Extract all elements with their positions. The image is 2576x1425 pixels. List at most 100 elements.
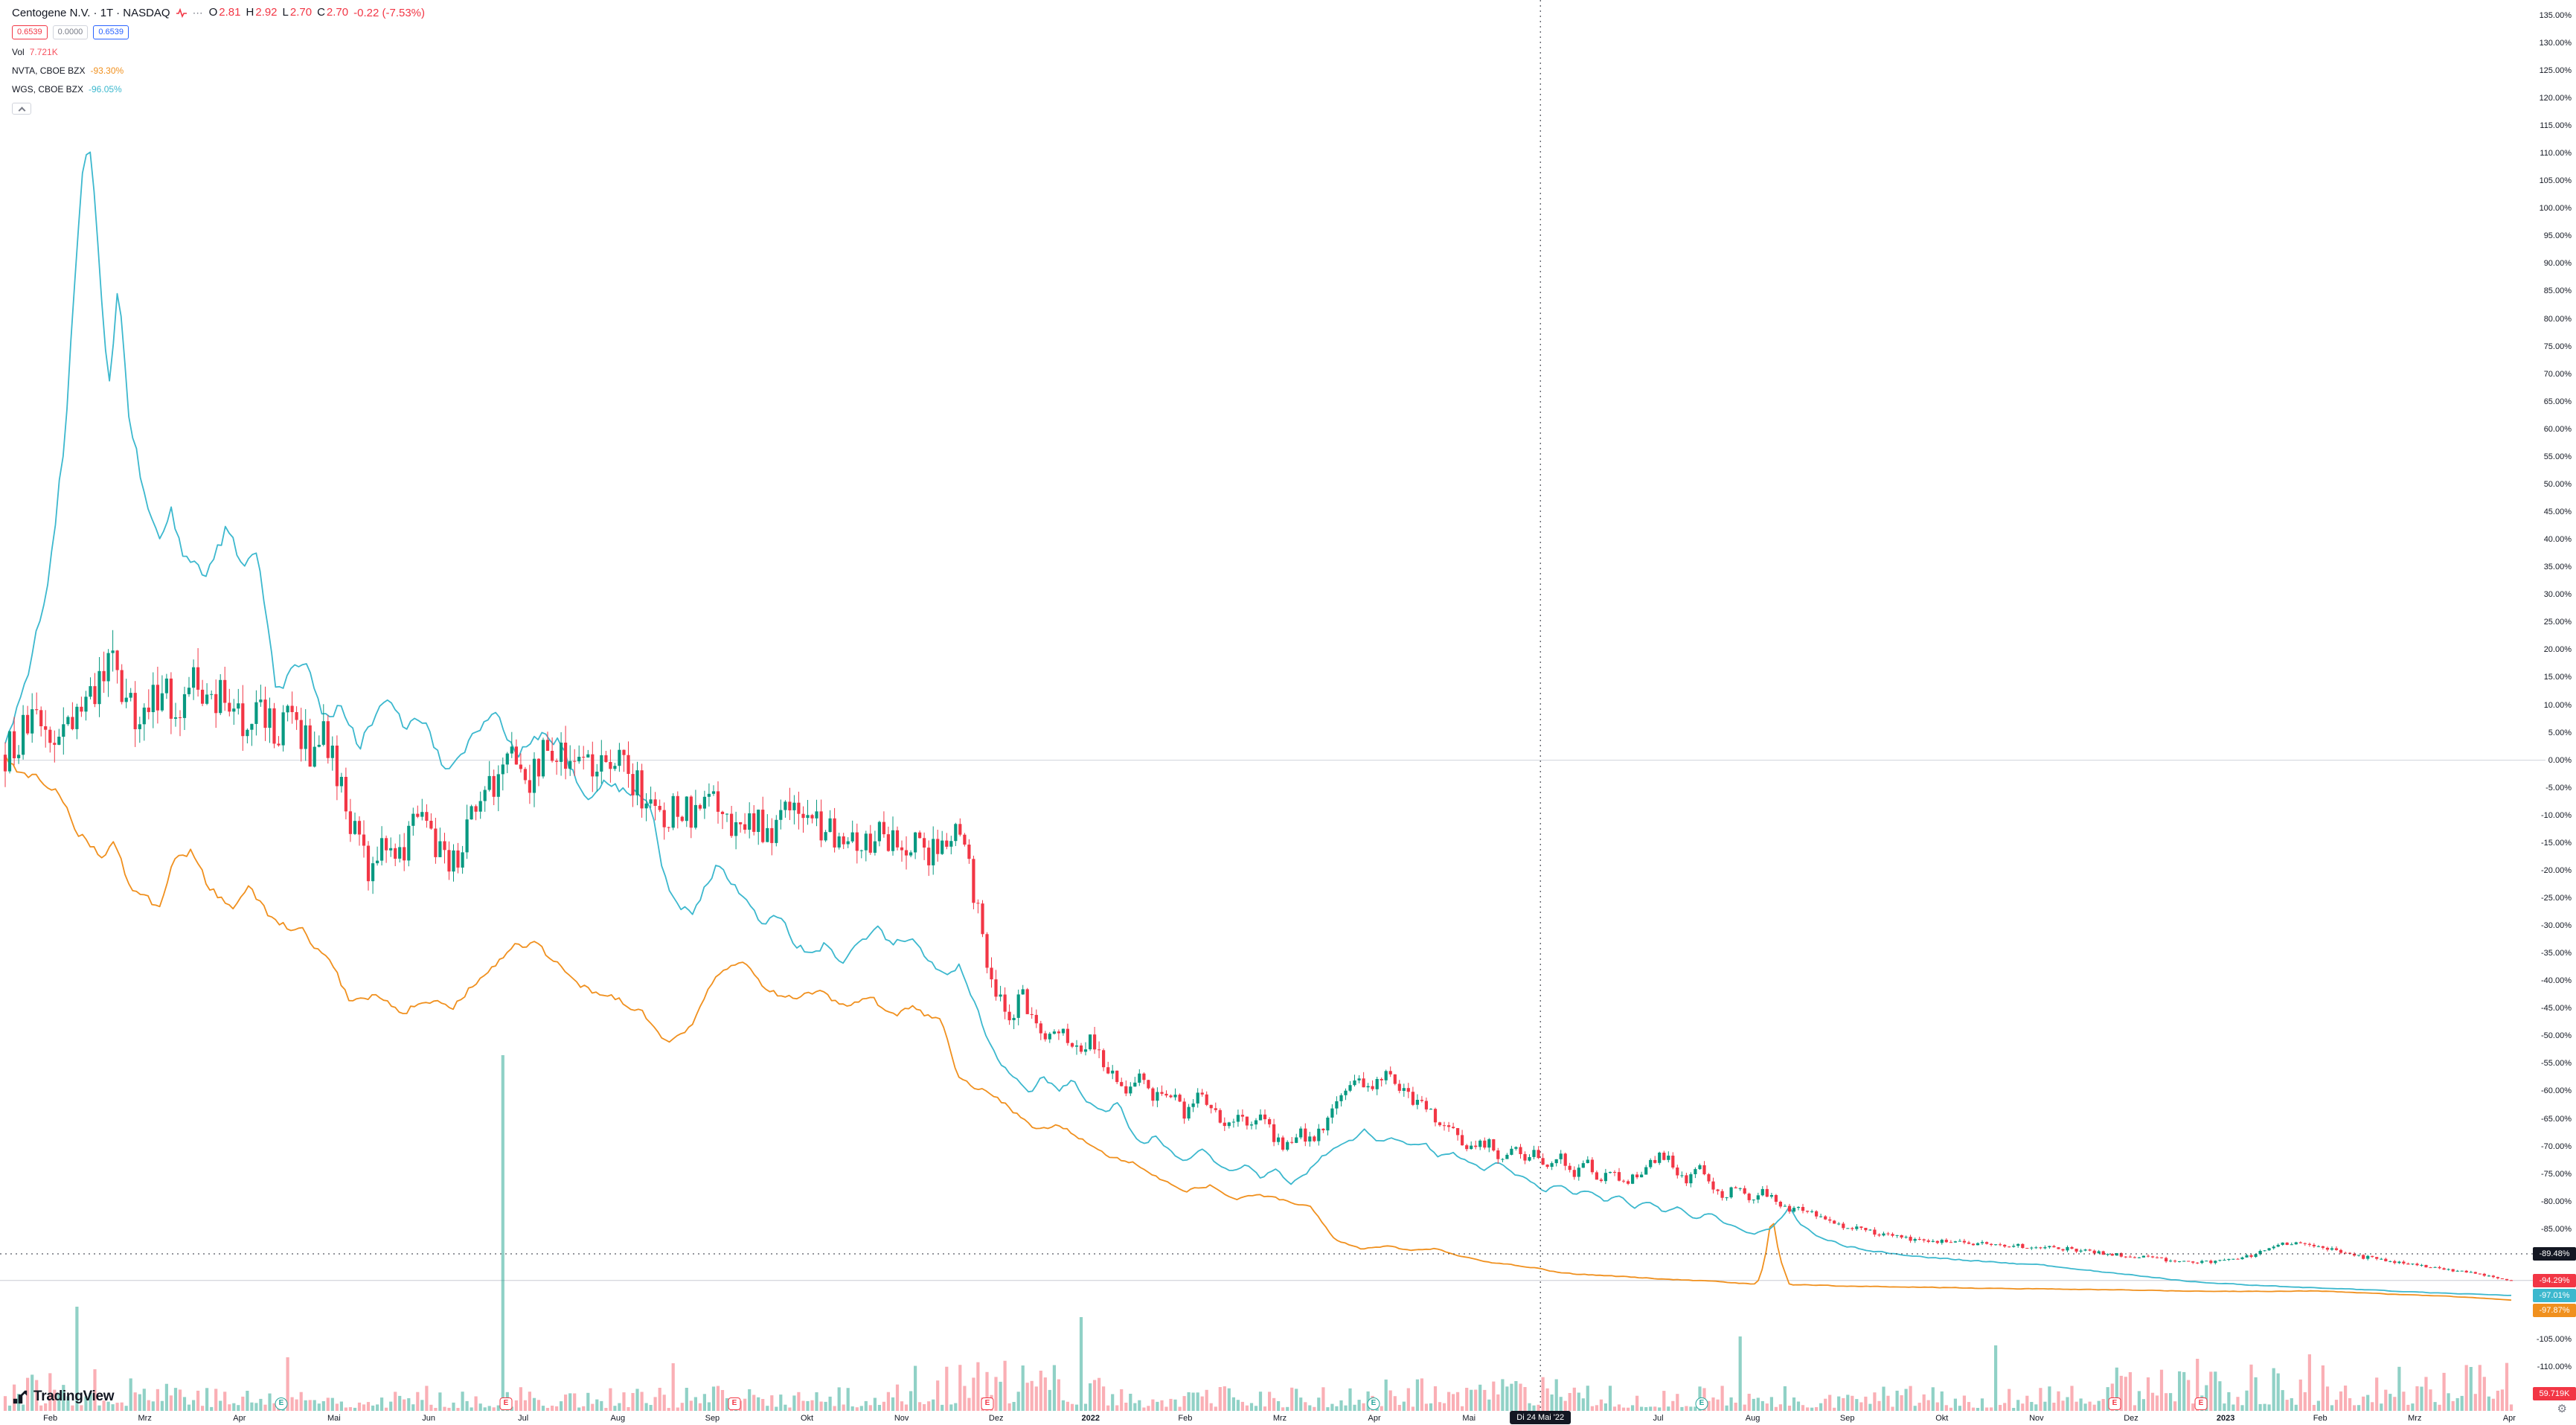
x-axis-label: Jul	[1653, 1414, 1664, 1423]
x-axis-label: Apr	[233, 1414, 246, 1423]
tradingview-logo[interactable]: TradingView	[12, 1389, 115, 1405]
compare-row-nvta[interactable]: NVTA, CBOE BZX -93.30%	[12, 65, 124, 76]
x-axis-label: Apr	[1368, 1414, 1381, 1423]
ohlc-low: L 2.70	[282, 6, 313, 19]
y-axis-label: 125.00%	[2539, 65, 2572, 75]
price-scale[interactable]: 135.00% 130.00% 125.00% 120.00% 115.00% 110.0…	[2508, 0, 2576, 1411]
volume-label: Vol	[12, 47, 25, 57]
x-axis-label: Dez	[988, 1414, 1004, 1423]
y-axis-label: -15.00%	[2541, 838, 2572, 848]
y-axis-label: 65.00%	[2543, 397, 2572, 406]
y-axis-label: -55.00%	[2541, 1059, 2572, 1069]
tradingview-logomark	[13, 1390, 28, 1404]
more-icon[interactable]: ⋯	[192, 6, 204, 19]
y-axis-label: 120.00%	[2539, 93, 2572, 103]
ohlc-high: H 2.92	[246, 6, 278, 19]
x-axis-label: Jun	[422, 1414, 435, 1423]
x-axis-label: 2023	[2216, 1414, 2235, 1423]
chip-value-gray: 0.0000	[52, 25, 89, 39]
y-axis-label: 105.00%	[2539, 176, 2572, 186]
price-badge-volume-last: 59.719K	[2533, 1387, 2576, 1400]
y-axis-label: 95.00%	[2543, 231, 2572, 241]
y-axis-label: -10.00%	[2541, 810, 2572, 820]
timeline-event-marker[interactable]: E	[728, 1397, 741, 1410]
y-axis-label: 60.00%	[2543, 424, 2572, 434]
timeline-event-marker[interactable]: E	[499, 1397, 513, 1410]
x-axis-label: Okt	[1935, 1414, 1949, 1423]
y-axis-label: -60.00%	[2541, 1086, 2572, 1096]
y-axis-label: -50.00%	[2541, 1031, 2572, 1041]
price-badge-wgs-last: -97.01%	[2533, 1288, 2576, 1302]
compare-nvta-name: NVTA, CBOE BZX	[12, 65, 86, 76]
timeline-event-marker[interactable]: E	[2108, 1397, 2121, 1410]
x-axis-label: Nov	[2029, 1414, 2044, 1423]
y-axis-label: -110.00%	[2537, 1362, 2572, 1372]
x-axis-label: Sep	[705, 1414, 720, 1423]
x-axis-label: Feb	[2313, 1414, 2327, 1423]
price-badge-last-price: -94.29%	[2533, 1273, 2576, 1287]
ohlc-close: C 2.70	[317, 6, 349, 19]
x-axis-label: Mai	[327, 1414, 341, 1423]
y-axis-label: 115.00%	[2540, 121, 2572, 130]
y-axis-label: -40.00%	[2541, 976, 2572, 986]
time-scale[interactable]: Feb Mrz Apr Mai Jun Jul Aug Sep Okt Nov Dez 2022 Feb…	[0, 1412, 2576, 1425]
y-axis-label: 110.00%	[2540, 149, 2572, 158]
y-axis-label: -30.00%	[2541, 921, 2572, 930]
x-axis-label: Apr	[2502, 1414, 2516, 1423]
x-axis-label: Dez	[2124, 1414, 2138, 1423]
timeline-event-marker[interactable]: E	[1695, 1397, 1708, 1410]
x-axis-label: Mrz	[1272, 1414, 1287, 1423]
y-axis-label: -80.00%	[2541, 1197, 2572, 1206]
y-axis-label: 5.00%	[2548, 728, 2572, 737]
x-axis-label: Mrz	[138, 1414, 152, 1423]
crosshair-date-tooltip: Di 24 Mai '22	[1510, 1411, 1571, 1424]
gear-icon[interactable]: ⚙	[2557, 1403, 2567, 1415]
tradingview-logo-text: TradingView	[33, 1389, 115, 1404]
y-axis-label: -75.00%	[2541, 1169, 2572, 1179]
symbol-title-row[interactable]: Centogene N.V. · 1T · NASDAQ ⋯ O 2.81 H 2.…	[12, 6, 425, 19]
y-axis-label: 20.00%	[2543, 645, 2572, 655]
y-axis-label: 15.00%	[2543, 673, 2572, 682]
y-axis-label: -65.00%	[2541, 1114, 2572, 1124]
compare-wgs-name: WGS, CBOE BZX	[12, 84, 84, 95]
timeline-event-marker[interactable]: E	[2194, 1397, 2208, 1410]
y-axis-label: -45.00%	[2541, 1004, 2572, 1013]
y-axis-label: -5.00%	[2545, 783, 2572, 792]
y-axis-label: -35.00%	[2541, 949, 2572, 958]
y-axis-label: -85.00%	[2541, 1224, 2572, 1234]
compare-wgs-value: -96.05%	[89, 84, 122, 95]
y-axis-label: 10.00%	[2543, 700, 2572, 710]
legend-collapse-button[interactable]	[12, 103, 31, 115]
chevron-up-icon	[18, 106, 25, 114]
timeline-event-marker[interactable]: E	[275, 1397, 288, 1410]
value-chips-row: 0.6539 0.0000 0.6539	[12, 25, 129, 39]
x-axis-label: Feb	[43, 1414, 58, 1423]
price-badge-nvta-last: -97.87%	[2533, 1303, 2576, 1317]
timeline-event-marker[interactable]: E	[1367, 1397, 1380, 1410]
x-axis-label: Okt	[800, 1414, 814, 1423]
price-badge-crosshair: -89.48%	[2533, 1247, 2576, 1261]
x-axis-label: 2022	[1081, 1414, 1100, 1423]
y-axis-label: -70.00%	[2541, 1141, 2572, 1151]
x-axis-label: Nov	[894, 1414, 909, 1423]
x-axis-label: Mrz	[2408, 1414, 2422, 1423]
timeline-event-marker[interactable]: E	[981, 1397, 994, 1410]
y-axis-label: 0.00%	[2548, 755, 2572, 765]
volume-legend-row[interactable]: Vol 7.721K	[12, 47, 58, 57]
pulse-icon[interactable]	[176, 7, 188, 18]
x-axis-label: Mai	[1462, 1414, 1476, 1423]
x-axis-label: Jul	[518, 1414, 529, 1423]
compare-row-wgs[interactable]: WGS, CBOE BZX -96.05%	[12, 84, 122, 95]
y-axis-label: 70.00%	[2543, 369, 2572, 379]
y-axis-label: 130.00%	[2539, 38, 2572, 48]
chip-value-red: 0.6539	[12, 25, 48, 39]
y-axis-label: 80.00%	[2543, 314, 2572, 324]
chip-value-blue: 0.6539	[93, 25, 129, 39]
y-axis-label: 45.00%	[2543, 507, 2572, 516]
ohlc-change: -0.22 (-7.53%)	[353, 6, 425, 19]
x-axis-label: Aug	[1745, 1414, 1760, 1423]
y-axis-label: 50.00%	[2543, 479, 2572, 489]
y-axis-label: -105.00%	[2536, 1335, 2572, 1345]
